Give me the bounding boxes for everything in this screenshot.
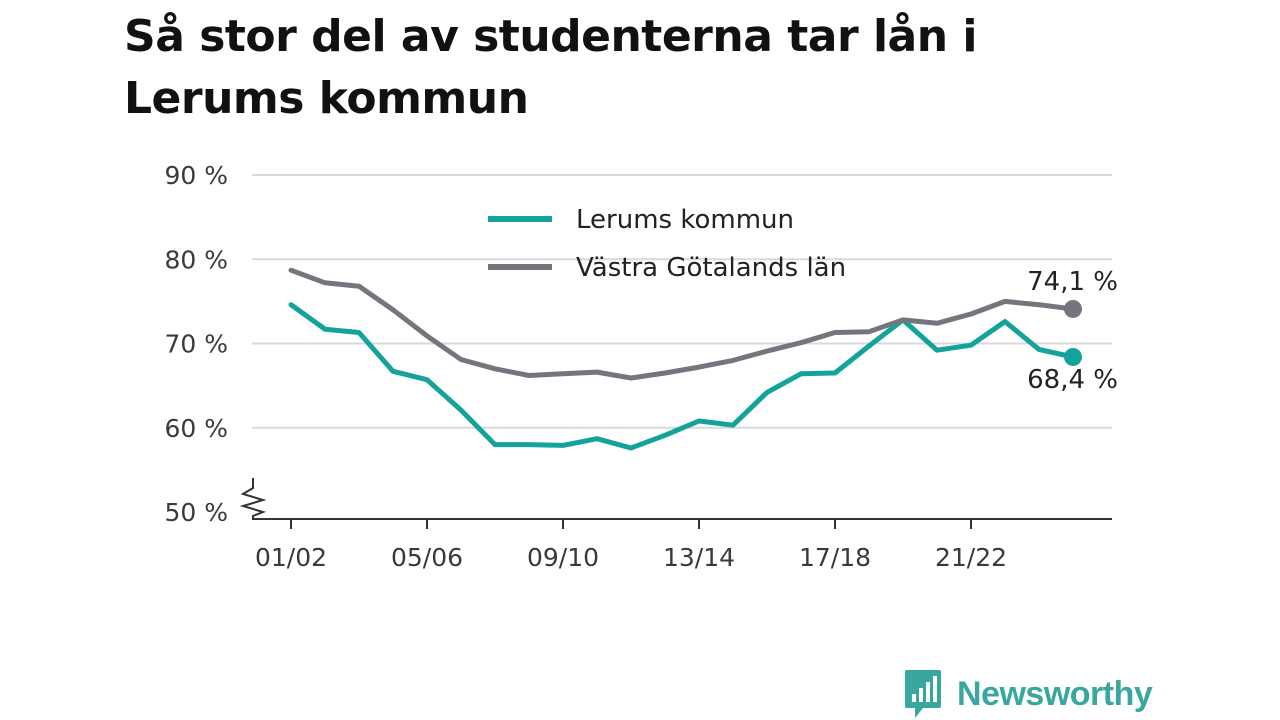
legend: Lerums kommun Västra Götalands län: [488, 205, 846, 283]
series-line-0: [288, 302, 1076, 451]
x-tick-label: 05/06: [391, 543, 463, 572]
series-lines: [288, 267, 1082, 451]
end-labels: 68,4 % 74,1 %: [1027, 267, 1118, 395]
series-end-point-0: [1064, 347, 1082, 366]
bar-chart-speech-bubble-icon: [905, 670, 941, 718]
y-tick-label: 80 %: [164, 245, 228, 274]
legend-label: Västra Götalands län: [576, 253, 846, 283]
brand-name: Newsworthy: [957, 674, 1153, 713]
x-tick-label: 21/22: [935, 543, 1007, 572]
series-end-point-1: [1064, 299, 1082, 318]
chart-title: Så stor del av studenterna tar lån i Ler…: [124, 11, 977, 124]
end-value-label: 74,1 %: [1027, 267, 1118, 297]
y-tick-label: 90 %: [164, 161, 228, 190]
y-tick-label: 70 %: [164, 330, 228, 359]
y-tick-label: 50 %: [164, 498, 228, 527]
axis-break-icon: [239, 478, 267, 520]
x-tick-label: 09/10: [527, 543, 599, 572]
axes: 50 % 60 % 70 % 80 % 90 % 01/02 05/06 09/10 13/14…: [164, 161, 1112, 572]
series-line-1: [288, 267, 1076, 381]
brand-logo: Newsworthy: [903, 668, 1153, 720]
x-tick-label: 17/18: [799, 543, 871, 572]
end-value-label: 68,4 %: [1027, 365, 1118, 395]
x-tick-label: 01/02: [255, 543, 327, 572]
x-tick-label: 13/14: [663, 543, 735, 572]
y-tick-label: 60 %: [164, 414, 228, 443]
legend-label: Lerums kommun: [576, 205, 794, 235]
